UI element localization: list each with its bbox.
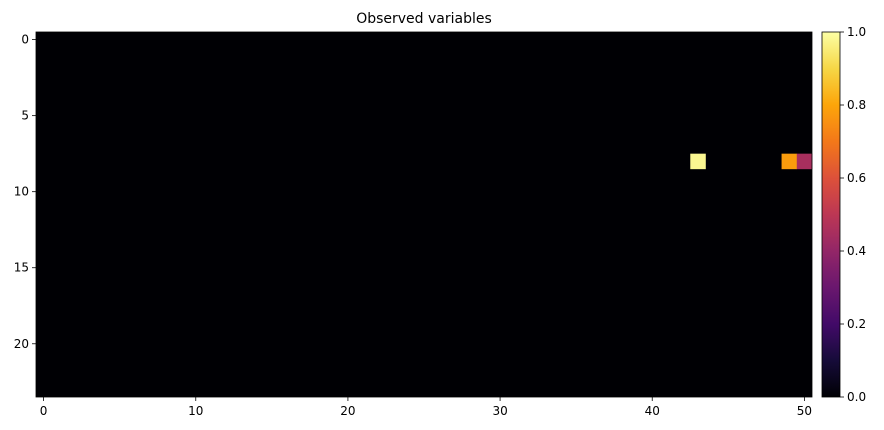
y-axis: 0 5 10 15 20 [14,33,36,351]
x-tick-label: 40 [645,404,660,418]
y-tick-label: 5 [21,109,29,123]
x-axis: 0 10 20 30 40 50 [40,397,812,418]
y-tick-label: 15 [14,261,29,275]
colorbar-frame [821,31,841,398]
y-tick-label: 0 [21,33,29,47]
y-tick-label: 10 [14,185,29,199]
x-tick-label: 50 [797,404,812,418]
x-tick-label: 10 [188,404,203,418]
x-tick-label: 0 [40,404,48,418]
heatmap-plot-area [35,31,813,398]
colorbar-gradient [822,32,840,397]
colorbar-tick-label: 0.4 [847,244,866,258]
heatmap-cell [781,153,798,170]
heatmap-cell [796,153,813,170]
colorbar-tick-label: 1.0 [847,25,866,39]
heatmap-cell [690,153,706,170]
y-tick-label: 20 [14,337,29,351]
colorbar-tick-label: 0.2 [847,317,866,331]
chart-title: Observed variables [356,11,492,27]
colorbar-tick-label: 0.8 [847,98,866,112]
colorbar: 0.0 0.2 0.4 0.6 0.8 1.0 [821,25,866,404]
x-tick-label: 20 [340,404,355,418]
x-tick-label: 30 [492,404,507,418]
plot-frame [35,31,813,398]
colorbar-tick-label: 0.0 [847,390,866,404]
colorbar-tick-label: 0.6 [847,171,866,185]
heatmap-background [36,32,812,397]
